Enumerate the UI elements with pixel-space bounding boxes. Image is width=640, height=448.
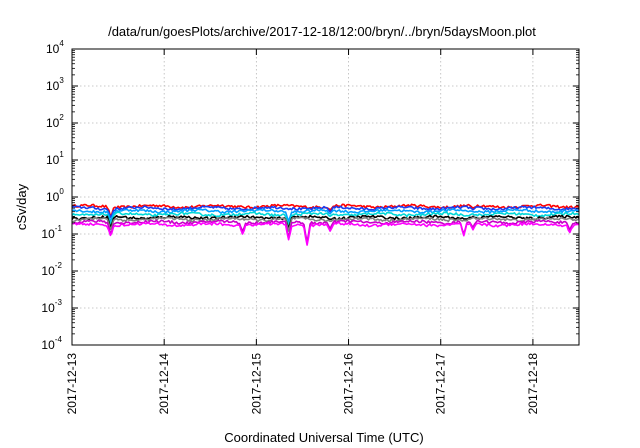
x-tick-label: 2017-12-18 [526,353,540,415]
x-tick-label: 2017-12-17 [434,353,448,415]
series-line [71,221,579,246]
y-tick-label: 10 [46,42,60,56]
y-axis-label: cSv/day [14,183,29,230]
y-tick-label: 10 [46,79,60,93]
y-tick-label: 10 [41,227,55,241]
x-tick-label: 2017-12-15 [249,353,263,415]
x-axis-label: Coordinated Universal Time (UTC) [224,430,423,445]
series-line [71,205,580,219]
y-tick-exponent: -1 [55,224,63,233]
chart-title: /data/run/goesPlots/archive/2017-12-18/1… [108,24,536,39]
y-tick-label: 10 [46,190,60,204]
y-tick-exponent: 1 [59,150,64,159]
series-line [71,214,580,230]
y-tick-exponent: -4 [55,335,63,344]
y-tick-exponent: 3 [59,76,64,85]
x-axis-ticks: 2017-12-13 2017-12-14 2017-12-15 2017-12-16… [65,49,540,414]
series-layer [71,203,580,246]
y-tick-exponent: -2 [55,261,63,270]
y-tick-exponent: 4 [59,39,64,48]
x-tick-label: 2017-12-13 [65,353,79,415]
y-tick-label: 10 [46,116,60,130]
x-tick-label: 2017-12-14 [157,353,171,415]
y-tick-exponent: 2 [59,113,64,122]
y-tick-label: 10 [41,264,55,278]
y-tick-label: 10 [41,338,55,352]
y-tick-label: 10 [41,301,55,315]
y-tick-exponent: 0 [59,187,64,196]
grid [72,49,579,345]
x-tick-label: 2017-12-16 [342,353,356,415]
y-tick-exponent: -3 [55,298,63,307]
series-line [71,219,580,243]
y-tick-label: 10 [46,153,60,167]
